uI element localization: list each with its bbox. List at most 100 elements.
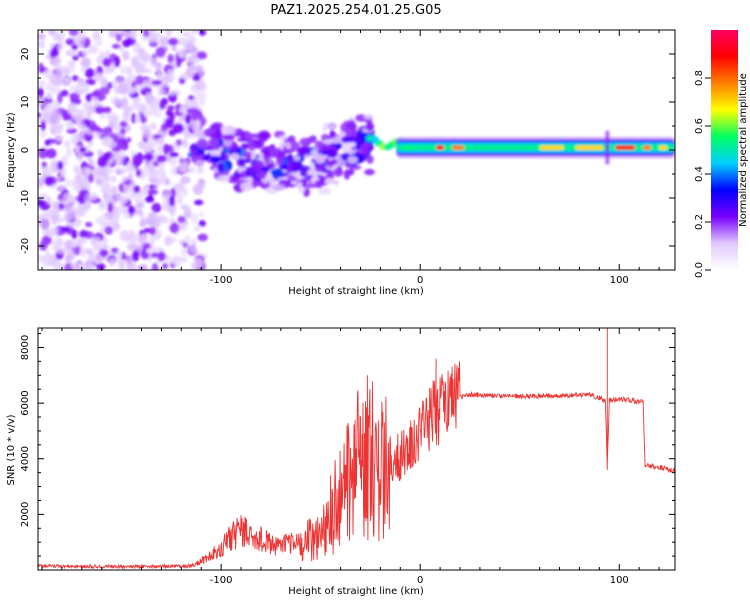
spectrogram-blob bbox=[222, 134, 235, 141]
spectrogram-blob bbox=[46, 229, 56, 238]
x-tick-label: 100 bbox=[610, 575, 629, 586]
spectrogram-blob bbox=[137, 242, 143, 253]
spectrogram-blob bbox=[255, 170, 268, 180]
spectrogram-blob bbox=[196, 138, 209, 150]
spectrogram-blob bbox=[356, 129, 364, 138]
spectrogram-blob bbox=[93, 131, 102, 139]
spectrogram-blob bbox=[68, 30, 79, 37]
spectrogram-blob bbox=[78, 199, 86, 205]
spectrogram-blob bbox=[270, 168, 284, 178]
spectrogram-blob bbox=[134, 113, 142, 125]
spectrogram-blob bbox=[315, 164, 327, 172]
spectrogram-blob bbox=[158, 36, 169, 47]
spectrogram-blob bbox=[44, 102, 55, 110]
spectrogram-blob bbox=[41, 161, 47, 168]
colorbar-axes: 0.0 0.2 0.4 0.6 0.8 bbox=[694, 70, 711, 278]
spectrogram-blob bbox=[104, 211, 114, 220]
spectrogram-blob bbox=[154, 217, 161, 229]
spectrogram-blob bbox=[157, 251, 166, 262]
spectrogram-blob bbox=[347, 155, 358, 164]
colorbar: 0.0 0.2 0.4 0.6 0.8 Normalized spectral ampl… bbox=[694, 30, 749, 278]
spectrogram-blob bbox=[147, 36, 158, 44]
spectrogram-blob bbox=[180, 176, 191, 184]
spectrogram-blob bbox=[58, 203, 65, 210]
spectrogram-blob bbox=[122, 138, 128, 148]
spectrogram-blob bbox=[169, 195, 175, 207]
spectrogram-blob bbox=[276, 157, 284, 167]
spectrogram-blob bbox=[113, 124, 123, 130]
spectrogram-blob bbox=[190, 166, 196, 174]
spectrogram-blob bbox=[151, 202, 162, 213]
spectrogram-blob bbox=[186, 66, 196, 77]
spectrogram-blob bbox=[53, 55, 62, 66]
spectrogram-blob bbox=[363, 114, 374, 120]
spectrogram-blob bbox=[50, 48, 58, 59]
y-tick-label: 6000 bbox=[20, 390, 31, 415]
spectrogram-blob bbox=[43, 69, 54, 78]
spectrogram-blob bbox=[129, 74, 137, 83]
spectrogram-blob bbox=[71, 179, 80, 191]
spectrogram-blob bbox=[140, 233, 149, 240]
spectrogram-blob bbox=[197, 167, 204, 174]
colorbar-gradient bbox=[711, 30, 738, 270]
spectrogram-blob bbox=[297, 148, 309, 156]
spectrogram-blob bbox=[65, 146, 72, 158]
spectrogram-blob bbox=[93, 236, 101, 247]
spectrogram-blob bbox=[60, 226, 72, 232]
spectrogram-blob bbox=[141, 185, 150, 196]
spectrogram-blob bbox=[134, 197, 145, 204]
spectrogram-blob bbox=[123, 184, 131, 195]
snr-xlabel: Height of straight line (km) bbox=[288, 586, 424, 597]
spectrogram-blob bbox=[177, 48, 188, 59]
spectrogram-blob bbox=[55, 134, 64, 141]
spectrogram-blob bbox=[51, 214, 58, 226]
spectrogram-blob bbox=[42, 112, 52, 123]
spectrogram-blob bbox=[287, 174, 295, 181]
snr-marks bbox=[38, 328, 675, 570]
x-tick-label: 0 bbox=[417, 575, 423, 586]
spectrogram-blob bbox=[178, 107, 190, 114]
spectrogram-blob bbox=[129, 30, 137, 40]
spectrogram-blob bbox=[304, 182, 318, 189]
spectrogram-blob bbox=[143, 154, 154, 161]
spectrogram-blob bbox=[92, 96, 99, 103]
spectrogram-blob bbox=[159, 174, 169, 183]
spectrogram-blob bbox=[162, 143, 170, 155]
spectrogram-blob bbox=[189, 243, 197, 254]
spectrogram-blob bbox=[118, 46, 125, 52]
spectrogram-blob bbox=[112, 30, 120, 34]
spectrogram-blob bbox=[192, 73, 201, 82]
spectrogram-blob bbox=[343, 142, 357, 148]
spectrogram-blob bbox=[38, 33, 46, 40]
spectrogram-blob bbox=[195, 91, 206, 102]
spectrogram-blob bbox=[40, 128, 47, 139]
spectrogram-blob bbox=[79, 229, 88, 238]
spectrogram-blob bbox=[79, 146, 87, 153]
spectrogram-blob bbox=[88, 173, 94, 183]
spectrogram-blob bbox=[177, 37, 188, 47]
spectrogram-blob bbox=[112, 222, 121, 232]
spectrogram-blob bbox=[76, 238, 83, 248]
spectrogram-blob bbox=[114, 56, 121, 68]
spectrogram-blob bbox=[38, 79, 46, 88]
spectrogram-marks bbox=[38, 30, 675, 270]
spectrogram-blob bbox=[314, 140, 325, 148]
spectrogram-blob bbox=[146, 216, 156, 226]
snr-ylabel: SNR (10 * v/v) bbox=[6, 414, 17, 485]
spectrogram-blob bbox=[75, 115, 84, 126]
spectrogram-blob bbox=[333, 179, 339, 186]
spectrogram-blob bbox=[135, 169, 142, 177]
spectrogram-blob bbox=[244, 133, 255, 140]
spectrogram-blob bbox=[103, 168, 115, 174]
spectrogram-blob bbox=[348, 168, 355, 176]
spectrogram-blob bbox=[44, 139, 51, 146]
spectrogram-blob bbox=[80, 57, 91, 69]
spectrogram-blob bbox=[272, 184, 285, 191]
spectrogram-peak bbox=[539, 145, 564, 150]
spectrogram-blob bbox=[57, 41, 63, 52]
spectrogram-blob bbox=[70, 261, 81, 270]
spectrogram-blob bbox=[143, 146, 149, 155]
spectrogram-spike bbox=[605, 130, 610, 165]
spectrogram-blob bbox=[147, 189, 159, 195]
